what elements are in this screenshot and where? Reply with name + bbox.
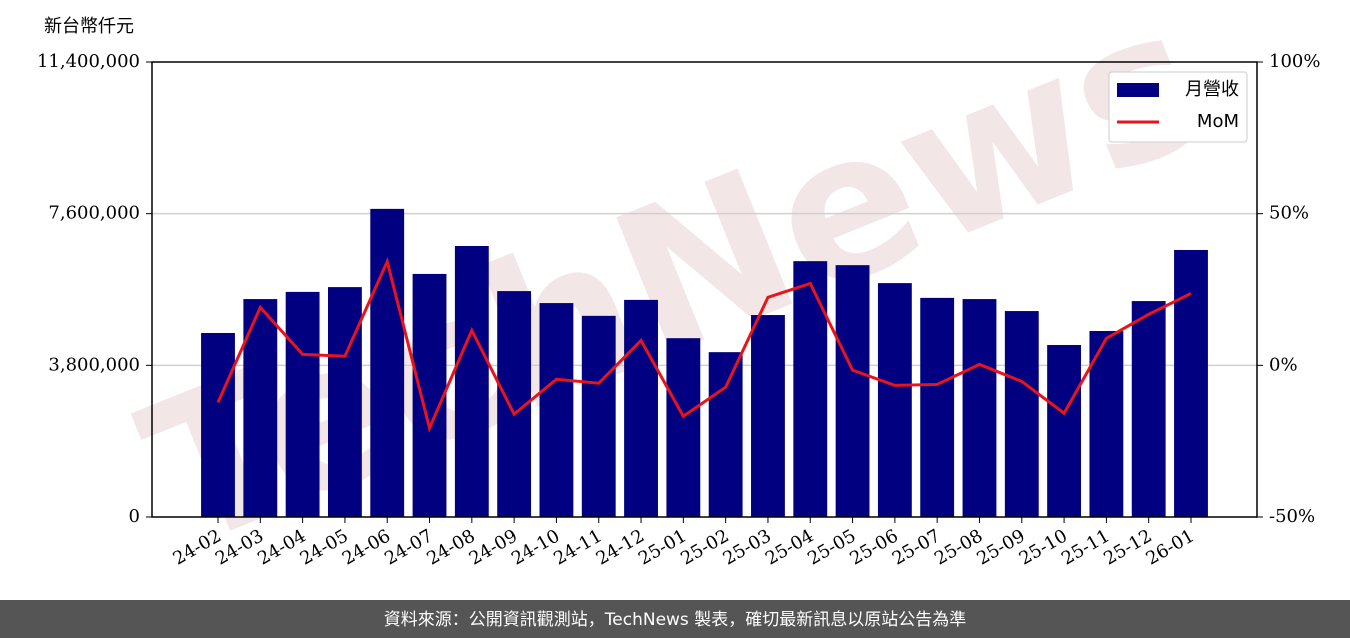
bar xyxy=(412,273,447,517)
bar xyxy=(624,299,658,517)
y-axis-label: 新台幣仟元 xyxy=(44,16,134,37)
x-tick-label: 26-01 xyxy=(1143,525,1198,569)
y-tick-label: 0 xyxy=(129,506,140,527)
y2-tick-label: 0% xyxy=(1269,354,1298,375)
bar xyxy=(454,245,489,518)
bar xyxy=(920,297,955,517)
legend-swatch xyxy=(1117,83,1159,97)
bar xyxy=(1174,249,1208,517)
bar xyxy=(370,208,405,517)
bar xyxy=(835,265,870,517)
y2-tick-label: 100% xyxy=(1269,51,1320,72)
bar xyxy=(751,315,785,517)
bar xyxy=(201,333,235,517)
y-tick-label: 3,800,000 xyxy=(48,354,140,375)
plot-frame xyxy=(151,61,1258,518)
line xyxy=(216,257,1192,433)
legend-label: 月營收 xyxy=(1185,79,1239,100)
bar xyxy=(1004,311,1039,517)
bar xyxy=(539,303,574,517)
bar xyxy=(666,338,701,517)
y-tick-label: 7,600,000 xyxy=(48,203,140,224)
y2-tick-label: -50% xyxy=(1269,506,1315,527)
bar xyxy=(1089,331,1124,517)
bar xyxy=(793,261,828,517)
footer-band xyxy=(0,600,1350,638)
y-tick-label: 11,400,000 xyxy=(37,51,140,72)
legend-label: MoM xyxy=(1197,111,1239,132)
bar xyxy=(285,291,320,517)
bar xyxy=(708,352,743,517)
y2-tick-label: 50% xyxy=(1269,203,1309,224)
bar xyxy=(1047,344,1082,517)
bar xyxy=(962,299,997,517)
bar xyxy=(1131,301,1166,517)
source-note: 資料來源：公開資訊觀測站，TechNews 製表，確切最新訊息以原站公告為準 xyxy=(384,610,966,630)
bar xyxy=(877,283,912,517)
bar xyxy=(327,287,362,517)
bar xyxy=(581,315,616,517)
